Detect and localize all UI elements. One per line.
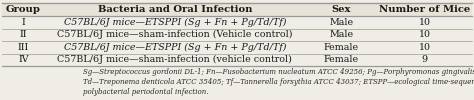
Text: IV: IV [18, 55, 29, 64]
Text: 9: 9 [422, 55, 428, 64]
Text: Sg—Streptococcus gordonii DL-1; Fn—Fusobacterium nucleatum ATCC 49256; Pg—Porphy: Sg—Streptococcus gordonii DL-1; Fn—Fusob… [83, 68, 474, 76]
Text: III: III [18, 43, 29, 52]
Text: Group: Group [6, 5, 41, 14]
Text: Male: Male [329, 30, 354, 39]
Text: II: II [20, 30, 27, 39]
Text: Female: Female [324, 43, 359, 52]
Text: 10: 10 [419, 43, 431, 52]
Text: C57BL/6J mice—ETSPPI (Sg + Fn + Pg/Td/Tf): C57BL/6J mice—ETSPPI (Sg + Fn + Pg/Td/Tf… [64, 43, 286, 52]
Text: polybacterial periodontal infection.: polybacterial periodontal infection. [83, 88, 209, 96]
Text: Bacteria and Oral Infection: Bacteria and Oral Infection [98, 5, 252, 14]
Text: Td—Treponema denticola ATCC 35405; Tf—Tannerella forsythia ATCC 43037; ETSPP—eco: Td—Treponema denticola ATCC 35405; Tf—Ta… [83, 78, 474, 86]
Text: C57BL/6J mice—sham-infection (Vehicle control): C57BL/6J mice—sham-infection (Vehicle co… [57, 30, 292, 39]
Text: Female: Female [324, 55, 359, 64]
Text: Number of Mice: Number of Mice [379, 5, 470, 14]
Text: C57BL/6J mice—ETSPPI (Sg + Fn + Pg/Td/Tf): C57BL/6J mice—ETSPPI (Sg + Fn + Pg/Td/Tf… [64, 18, 286, 27]
Text: 10: 10 [419, 18, 431, 27]
Text: I: I [22, 18, 26, 27]
Text: Sex: Sex [332, 5, 351, 14]
Bar [2, 2, 472, 16]
Text: Male: Male [329, 18, 354, 27]
Text: C57BL/6J mice—sham-infection (vehicle control): C57BL/6J mice—sham-infection (vehicle co… [57, 55, 292, 64]
Text: 10: 10 [419, 30, 431, 39]
